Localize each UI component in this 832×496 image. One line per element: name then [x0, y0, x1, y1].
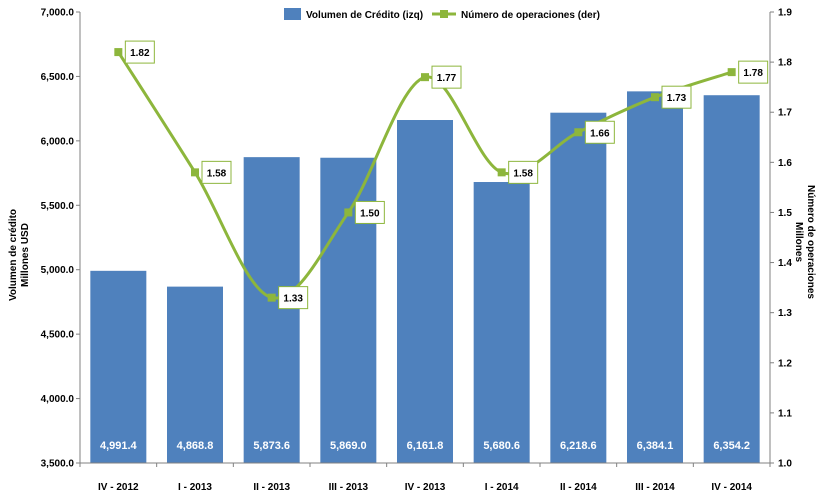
series-line [117, 51, 733, 300]
left-tick-label: 5,000.0 [41, 265, 75, 276]
right-tick-label: 1.1 [778, 408, 792, 419]
left-tick-label: 6,500.0 [41, 72, 75, 83]
line-point [727, 68, 736, 77]
line-point [574, 128, 583, 137]
right-tick-label: 1.9 [778, 8, 792, 19]
line-point [191, 168, 199, 177]
line-value-label: 1.78 [743, 68, 763, 79]
x-tick-label: I - 2014 [485, 482, 519, 493]
bar-value-label: 4,868.8 [177, 440, 214, 452]
left-axis-title: Volumen de crédito [8, 209, 19, 301]
line-value-box [661, 85, 692, 109]
bar [627, 91, 683, 464]
bar [550, 112, 607, 464]
line-value-box [584, 120, 615, 144]
bar [90, 270, 147, 463]
left-tick-label: 3,500.0 [41, 459, 75, 470]
bar-value-label: 4,991.4 [100, 440, 138, 452]
line-point [344, 208, 353, 217]
bar [703, 95, 760, 463]
x-tick-label: IV - 2014 [711, 482, 752, 493]
axes: 3,500.0 4,000.0 4,500.0 5,000.0 5,500.0 6,000… [41, 8, 793, 494]
line-point [421, 73, 429, 82]
line-value-label: 1.50 [360, 208, 380, 219]
left-tick-label: 5,500.0 [41, 201, 75, 212]
line-series [114, 48, 736, 302]
line-value-box [431, 65, 462, 89]
x-tick-label: II - 2013 [253, 482, 290, 493]
legend-swatch-bar [284, 8, 301, 20]
right-axis-title: Número de operaciones [805, 185, 816, 299]
legend: Volumen de Crédito (izq) Número de operac… [284, 8, 600, 21]
right-tick-label: 1.8 [778, 58, 792, 69]
bars [90, 91, 760, 464]
right-axis-subtitle: Millones [793, 222, 804, 262]
line-value-box [278, 286, 309, 310]
x-tick-label: IV - 2013 [405, 482, 446, 493]
line-value-box [201, 160, 232, 184]
line-value-label: 1.33 [283, 294, 303, 305]
bar [167, 286, 223, 463]
bar-value-label: 5,873.6 [253, 440, 290, 452]
line-point [267, 293, 276, 302]
line-value-box [354, 200, 385, 224]
line-value-box [738, 60, 769, 84]
line-value-label: 1.58 [513, 168, 533, 179]
left-tick-label: 7,000.0 [41, 8, 75, 19]
line-point [114, 48, 123, 57]
line-point [651, 93, 659, 102]
left-tick-label: 4,000.0 [41, 394, 75, 405]
legend-swatch-marker [440, 10, 448, 18]
right-tick-label: 1.7 [778, 108, 792, 119]
line-value-label: 1.58 [207, 168, 227, 179]
legend-label-line: Número de operaciones (der) [461, 10, 600, 21]
bar-value-label: 6,218.6 [560, 440, 597, 452]
line-value-label: 1.73 [667, 93, 687, 104]
bar-value-label: 6,354.2 [713, 440, 750, 452]
left-axis-subtitle: Millones USD [20, 223, 31, 287]
x-tick-label: III - 2013 [329, 482, 369, 493]
line-value-label: 1.77 [437, 73, 457, 84]
line-value-label: 1.82 [130, 48, 150, 59]
line-value-box [508, 160, 539, 184]
line-point [497, 168, 506, 177]
x-tick-label: IV - 2012 [98, 482, 139, 493]
labels: 4,991.4 4,868.8 5,873.6 5,869.0 6,161.8 5,680… [100, 40, 769, 452]
right-tick-label: 1.0 [778, 459, 792, 470]
right-tick-label: 1.5 [778, 208, 792, 219]
legend-label-bar: Volumen de Crédito (izq) [306, 10, 423, 21]
bar-value-label: 6,161.8 [407, 440, 444, 452]
right-tick-label: 1.4 [778, 258, 792, 269]
line-value-box [124, 40, 155, 64]
left-tick-label: 4,500.0 [41, 330, 75, 341]
bar [243, 157, 300, 463]
bar [397, 120, 453, 463]
right-tick-label: 1.2 [778, 358, 792, 369]
line-value-label: 1.66 [590, 128, 610, 139]
bar-value-label: 5,869.0 [330, 440, 367, 452]
x-tick-label: I - 2013 [178, 482, 212, 493]
bar-value-label: 6,384.1 [637, 440, 674, 452]
bar-value-label: 5,680.6 [483, 440, 520, 452]
left-tick-label: 6,000.0 [41, 136, 75, 147]
right-tick-label: 1.3 [778, 308, 792, 319]
bar [473, 182, 530, 464]
x-tick-label: II - 2014 [560, 482, 597, 493]
x-tick-label: III - 2014 [635, 482, 675, 493]
right-tick-label: 1.6 [778, 158, 792, 169]
